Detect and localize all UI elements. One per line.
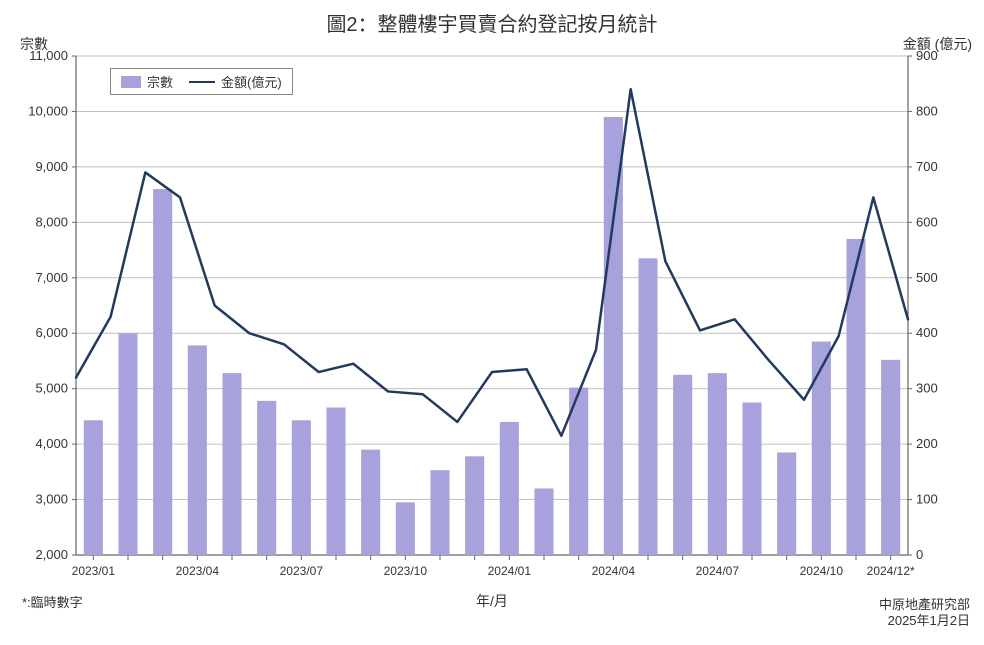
svg-text:600: 600 [916, 214, 938, 229]
svg-text:400: 400 [916, 325, 938, 340]
svg-text:500: 500 [916, 270, 938, 285]
svg-text:100: 100 [916, 492, 938, 507]
legend-line-label: 金額(億元) [221, 72, 282, 91]
svg-text:3,000: 3,000 [35, 492, 68, 507]
svg-text:200: 200 [916, 436, 938, 451]
legend-bar-label: 宗數 [147, 72, 173, 91]
source-credit: 中原地產研究部 2025年1月2日 [879, 597, 970, 630]
svg-text:700: 700 [916, 159, 938, 174]
svg-text:5,000: 5,000 [35, 381, 68, 396]
chart-container: 圖2：整體樓宇買賣合約登記按月統計 宗數 金額 (億元) 2,0003,0004… [0, 0, 984, 645]
svg-text:6,000: 6,000 [35, 325, 68, 340]
svg-text:2024/01: 2024/01 [488, 564, 532, 578]
svg-text:8,000: 8,000 [35, 214, 68, 229]
chart-svg: 2,0003,0004,0005,0006,0007,0008,0009,000… [76, 56, 908, 589]
svg-text:2023/10: 2023/10 [384, 564, 428, 578]
chart-title: 圖2：整體樓宇買賣合約登記按月統計 [0, 8, 984, 37]
svg-text:900: 900 [916, 48, 938, 63]
svg-text:2024/10: 2024/10 [800, 564, 844, 578]
svg-text:2023/04: 2023/04 [176, 564, 220, 578]
legend: 宗數 金額(億元) [110, 68, 293, 95]
legend-line-swatch [189, 81, 215, 83]
x-axis-title: 年/月 [0, 591, 984, 611]
svg-text:0: 0 [916, 547, 923, 562]
source-line1: 中原地產研究部 [879, 597, 970, 613]
source-line2: 2025年1月2日 [879, 613, 970, 629]
svg-text:2,000: 2,000 [35, 547, 68, 562]
legend-item-bars: 宗數 [121, 72, 173, 91]
svg-text:10,000: 10,000 [28, 103, 68, 118]
svg-text:11,000: 11,000 [29, 48, 68, 63]
svg-text:4,000: 4,000 [35, 436, 68, 451]
svg-text:2024/07: 2024/07 [696, 564, 740, 578]
svg-text:800: 800 [916, 103, 938, 118]
svg-text:2023/01: 2023/01 [72, 564, 116, 578]
svg-text:2023/07: 2023/07 [280, 564, 324, 578]
legend-item-line: 金額(億元) [189, 72, 282, 91]
svg-text:2024/04: 2024/04 [592, 564, 636, 578]
svg-text:7,000: 7,000 [35, 270, 68, 285]
plot-area: 2,0003,0004,0005,0006,0007,0008,0009,000… [76, 56, 908, 555]
svg-text:2024/12*: 2024/12* [867, 564, 915, 578]
legend-bar-swatch [121, 76, 141, 88]
svg-text:300: 300 [916, 381, 938, 396]
svg-text:9,000: 9,000 [35, 159, 68, 174]
